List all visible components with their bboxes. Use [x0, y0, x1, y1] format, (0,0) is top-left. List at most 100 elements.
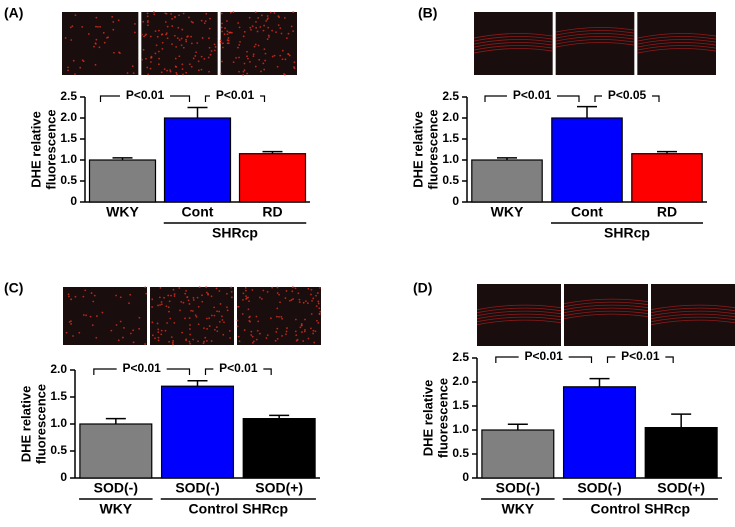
- micrograph-dot: [265, 20, 268, 22]
- micrograph-streak: [473, 36, 553, 42]
- significance-label: P<0.01: [126, 88, 165, 102]
- micrograph-dot: [219, 41, 222, 44]
- micrograph-dot: [319, 310, 322, 313]
- micrograph-dot: [188, 340, 191, 343]
- micrograph-dot: [223, 33, 226, 36]
- micrograph-dot: [255, 338, 258, 341]
- micrograph-dot: [237, 305, 240, 308]
- micrograph-dot: [129, 293, 132, 296]
- micrograph-dot: [99, 25, 101, 28]
- micrograph-dot: [118, 51, 120, 54]
- micrograph-dot: [89, 315, 92, 318]
- micrograph-dot: [185, 38, 187, 41]
- micrograph-dot: [254, 43, 257, 46]
- micrograph-dot: [248, 316, 251, 319]
- micrograph-dot: [174, 57, 177, 60]
- micrograph-dot: [242, 74, 245, 76]
- micrograph-dot: [160, 329, 163, 332]
- micrograph-dot: [196, 42, 199, 44]
- significance-label: P<0.01: [524, 349, 563, 363]
- micrograph-dot: [221, 315, 223, 318]
- micrograph-dot: [246, 50, 248, 53]
- micrograph-dot: [224, 27, 226, 30]
- micrograph-dot: [220, 26, 223, 29]
- micrograph-streak: [637, 33, 717, 39]
- micrograph-dot: [181, 68, 184, 70]
- micrograph-dot: [189, 324, 191, 326]
- micrograph-dot: [188, 303, 191, 305]
- micrograph-dot: [263, 24, 266, 27]
- micrograph-dot: [247, 308, 250, 311]
- micrograph-dot: [276, 65, 279, 68]
- micrograph-dot: [180, 300, 183, 303]
- micrograph-dot: [229, 31, 232, 34]
- micrograph: [62, 12, 139, 75]
- micrograph-dot: [247, 57, 249, 60]
- micrograph-dot: [163, 296, 165, 299]
- micrograph-dot: [276, 292, 279, 294]
- micrograph-dot: [165, 12, 168, 15]
- micrograph-dot: [113, 51, 115, 54]
- significance-bracket: [594, 95, 660, 102]
- micrograph-streak: [555, 39, 635, 45]
- micrograph-dot: [288, 54, 291, 57]
- micrograph-dot: [134, 23, 136, 25]
- group-label: Control SHRcp: [591, 501, 691, 517]
- micrograph-dot: [312, 332, 315, 335]
- micrograph-dot: [266, 15, 269, 17]
- micrograph-dot: [285, 37, 288, 39]
- micrograph-dot: [184, 292, 187, 295]
- micrograph-dot: [237, 335, 240, 338]
- micrograph-dot: [287, 53, 289, 55]
- micrograph-dot: [132, 72, 135, 75]
- significance-label: P<0.01: [513, 88, 552, 102]
- micrograph-dot: [165, 33, 167, 36]
- panel-label: (A): [4, 5, 23, 21]
- micrograph-dot: [264, 52, 267, 55]
- x-tick-label: SOD(-): [175, 480, 219, 496]
- micrograph-dot: [152, 11, 155, 13]
- micrograph-dot: [182, 12, 185, 15]
- micrograph-dot: [168, 300, 171, 303]
- micrograph-dot: [81, 59, 84, 62]
- micrograph-dot: [237, 22, 240, 24]
- micrograph-dot: [182, 301, 185, 304]
- micrograph-dot: [280, 315, 283, 318]
- micrograph-streak: [476, 313, 562, 320]
- micrograph-dot: [294, 287, 297, 290]
- micrograph-dot: [144, 343, 146, 345]
- micrograph-dot: [200, 55, 203, 58]
- micrograph-dot: [258, 58, 261, 61]
- y-tick-label: 0: [462, 470, 469, 484]
- micrograph-dot: [244, 287, 247, 289]
- micrograph-dot: [304, 300, 307, 303]
- micrograph-dot: [210, 295, 213, 298]
- micrograph-dot: [166, 69, 169, 72]
- micrograph-dot: [210, 50, 213, 52]
- micrograph-dot: [190, 35, 193, 38]
- micrograph-dot: [237, 46, 239, 49]
- micrograph-dot: [160, 333, 163, 336]
- micrograph-streak: [476, 304, 562, 311]
- y-tick-label: 0.5: [442, 173, 459, 187]
- micrograph-dot: [238, 43, 241, 46]
- micrograph-dot: [94, 42, 97, 45]
- bar: [631, 153, 703, 203]
- micrograph-dot: [195, 51, 197, 54]
- micrograph-dot: [178, 39, 181, 41]
- micrograph-dot: [165, 305, 168, 308]
- micrograph-dot: [219, 303, 222, 305]
- micrograph-dot: [274, 339, 277, 342]
- micrograph-dot: [213, 314, 216, 317]
- micrograph-dot: [158, 29, 160, 32]
- micrograph-dot: [263, 68, 266, 71]
- micrograph-dot: [260, 298, 263, 300]
- micrograph-dot: [190, 309, 192, 312]
- y-axis-label: fluorescence: [43, 109, 58, 189]
- y-axis-label: fluorescence: [435, 378, 450, 458]
- micrograph-dot: [226, 20, 228, 22]
- micrograph-dot: [264, 59, 267, 62]
- micrograph-dot: [115, 324, 118, 326]
- micrograph-streak: [650, 304, 735, 311]
- micrograph-dot: [230, 296, 233, 299]
